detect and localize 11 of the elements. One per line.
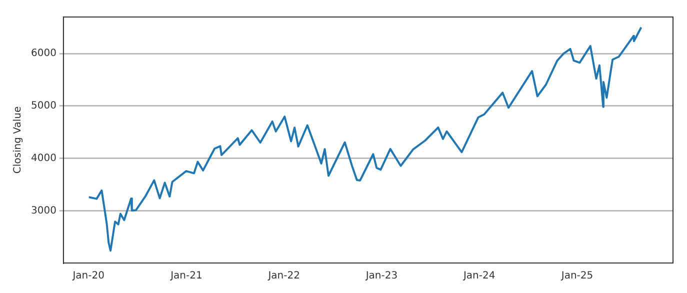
x-tick-label: Jan-22 <box>267 270 300 282</box>
y-tick-label: 4000 <box>30 152 56 164</box>
x-tick-label: Jan-25 <box>560 270 594 282</box>
x-tick-label: Jan-20 <box>72 270 104 282</box>
y-tick-label: 3000 <box>30 205 56 216</box>
x-tick-label: Jan-24 <box>462 270 496 282</box>
x-tick-label: Jan-21 <box>170 270 202 282</box>
y-axis-title: Closing Value <box>12 106 24 174</box>
y-tick-label: 6000 <box>30 48 56 60</box>
x-tick-label: Jan-23 <box>364 270 398 282</box>
y-tick-label: 5000 <box>30 100 56 112</box>
